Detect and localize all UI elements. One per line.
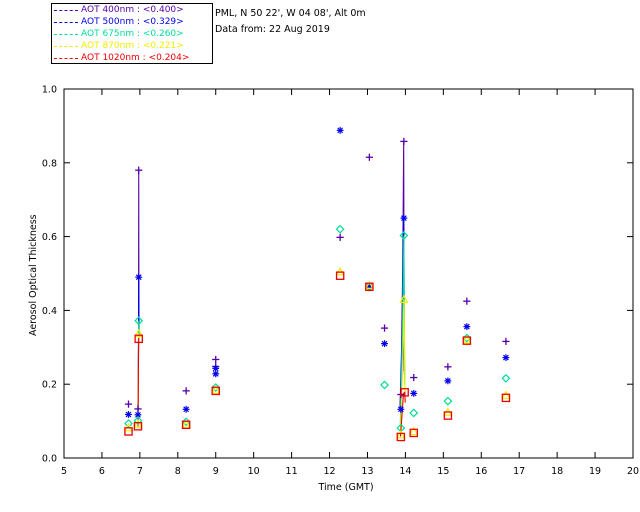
x-tick-label: 10 (248, 466, 260, 477)
marker-diamond (134, 316, 144, 326)
legend-line-swatch-870nm (54, 45, 78, 47)
y-tick-label: 0.8 (42, 158, 57, 169)
marker-diamond (335, 224, 345, 234)
marker-asterisk (135, 411, 141, 418)
legend-label-500nm: AOT 500nm : <0.329> (81, 17, 184, 27)
marker-square (501, 393, 511, 403)
x-tick-label: 11 (286, 466, 298, 477)
marker-square (335, 271, 345, 280)
y-tick-label: 0.0 (42, 454, 57, 465)
y-tick-label: 0.4 (42, 306, 57, 317)
legend-item-675nm: AOT 675nm : <0.260> (52, 28, 212, 40)
marker-square (400, 388, 409, 397)
legend-label-1020nm: AOT 1020nm : <0.204> (81, 53, 190, 63)
x-axis-title: Time (GMT) (318, 482, 374, 493)
marker-asterisk (400, 215, 407, 222)
legend-item-500nm: AOT 500nm : <0.329> (52, 16, 212, 28)
marker-triangle (409, 426, 419, 436)
legend-line-swatch-1020nm (54, 57, 78, 59)
marker-triangle (133, 419, 143, 428)
marker-square (396, 432, 406, 442)
marker-triangle (335, 266, 345, 276)
marker-asterisk (463, 323, 470, 330)
chart-title: PML, N 50 22', W 04 08', Alt 0m (215, 8, 366, 19)
marker-square (462, 336, 472, 345)
marker-square (365, 282, 374, 292)
legend-label-870nm: AOT 870nm : <0.221> (81, 41, 184, 51)
legend-line-swatch-400nm (54, 9, 78, 11)
series-aot-400nm (124, 137, 510, 413)
series-aot-500nm (125, 126, 510, 419)
y-tick-label: 1.0 (42, 85, 57, 96)
x-tick-label: 17 (513, 466, 525, 477)
marker-square (181, 420, 191, 430)
y-tick-label: 0.2 (42, 380, 57, 391)
marker-triangle (501, 390, 511, 399)
y-axis-title: Aerosol Optical Thickness (28, 213, 39, 336)
marker-diamond (133, 416, 143, 426)
marker-asterisk (212, 365, 219, 372)
series-aot-675nm (124, 224, 511, 433)
x-tick-label: 7 (137, 466, 143, 477)
marker-asterisk (381, 340, 388, 347)
marker-asterisk (397, 406, 404, 413)
x-tick-label: 8 (175, 466, 181, 477)
marker-asterisk (212, 370, 219, 377)
legend-item-1020nm: AOT 1020nm : <0.204> (52, 52, 212, 64)
marker-square (409, 428, 418, 438)
marker-diamond (501, 373, 511, 383)
x-tick-label: 19 (589, 466, 601, 477)
marker-square (443, 411, 453, 420)
legend-item-400nm: AOT 400nm : <0.400> (52, 4, 212, 16)
x-tick-label: 5 (61, 466, 67, 477)
marker-diamond (380, 380, 389, 390)
x-tick-label: 15 (437, 466, 449, 477)
chart-title-block: PML, N 50 22', W 04 08', Alt 0m Data fro… (215, 6, 366, 38)
marker-triangle (462, 335, 472, 344)
marker-triangle (211, 385, 221, 394)
marker-asterisk (444, 377, 451, 384)
marker-asterisk (125, 411, 132, 418)
series-aot-1020nm (124, 271, 511, 442)
y-tick-label: 0.6 (42, 232, 57, 243)
legend-line-swatch-500nm (54, 21, 78, 23)
marker-diamond (443, 396, 453, 406)
marker-triangle (364, 280, 374, 289)
trace-aot-1020nm-trace (137, 337, 140, 427)
x-tick-label: 18 (551, 466, 563, 477)
legend-label-400nm: AOT 400nm : <0.400> (81, 5, 184, 15)
marker-square (211, 386, 220, 396)
marker-diamond (409, 408, 419, 418)
trace-aot-1020nm-spike-trace (399, 391, 406, 437)
x-tick-label: 9 (213, 466, 219, 477)
marker-asterisk (503, 354, 509, 361)
marker-triangle (181, 419, 191, 429)
chart-legend: AOT 400nm : <0.400> AOT 500nm : <0.329> … (51, 3, 213, 64)
marker-asterisk (410, 390, 417, 397)
legend-label-675nm: AOT 675nm : <0.260> (81, 29, 184, 39)
x-tick-label: 12 (323, 466, 335, 477)
marker-diamond (211, 383, 221, 392)
marker-asterisk (135, 274, 142, 281)
marker-triangle (396, 429, 406, 439)
plot-frame (63, 88, 634, 459)
x-tick-label: 20 (627, 466, 639, 477)
chart-subtitle: Data from: 22 Aug 2019 (215, 24, 330, 35)
marker-asterisk (337, 127, 344, 134)
legend-item-870nm: AOT 870nm : <0.221> (52, 40, 212, 52)
marker-asterisk (183, 406, 190, 413)
marker-triangle (399, 294, 409, 303)
x-tick-label: 13 (361, 466, 373, 477)
marker-square (124, 427, 133, 436)
marker-square (134, 334, 143, 344)
legend-line-swatch-675nm (54, 33, 78, 35)
x-tick-label: 14 (399, 466, 411, 477)
x-tick-label: 16 (475, 466, 487, 477)
x-tick-label: 6 (99, 466, 105, 477)
marker-triangle (134, 328, 144, 337)
marker-square (133, 422, 143, 431)
marker-diamond (399, 231, 409, 240)
